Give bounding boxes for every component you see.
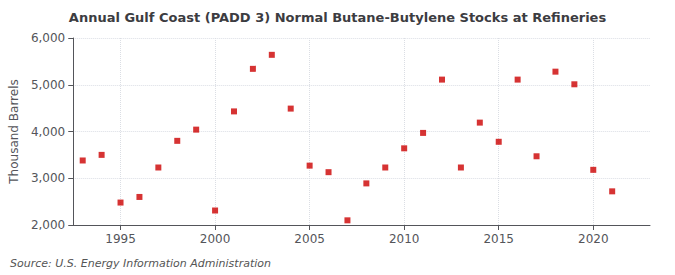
svg-text:2005: 2005 [294, 232, 325, 246]
svg-text:1995: 1995 [105, 232, 136, 246]
svg-text:2020: 2020 [578, 232, 609, 246]
svg-text:5,000: 5,000 [31, 78, 65, 92]
svg-text:2015: 2015 [483, 232, 514, 246]
svg-text:6,000: 6,000 [31, 31, 65, 45]
svg-text:Thousand Barrels: Thousand Barrels [7, 79, 21, 184]
svg-text:2,000: 2,000 [31, 218, 65, 232]
svg-text:2000: 2000 [200, 232, 231, 246]
svg-text:4,000: 4,000 [31, 125, 65, 139]
svg-text:3,000: 3,000 [31, 171, 65, 185]
svg-text:2010: 2010 [389, 232, 420, 246]
svg-text:Source: U.S. Energy Informatio: Source: U.S. Energy Information Administ… [10, 257, 271, 270]
svg-text:Annual Gulf Coast (PADD 3) Nor: Annual Gulf Coast (PADD 3) Normal Butane… [69, 10, 607, 25]
